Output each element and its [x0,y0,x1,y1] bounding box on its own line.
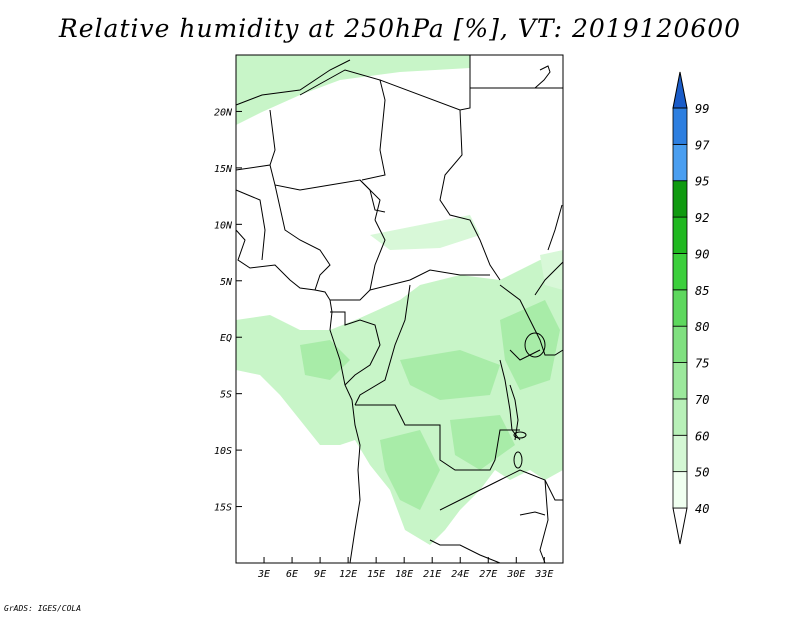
humidity-region-north [236,55,470,125]
lat-tick-label: 10S [214,446,232,457]
colorbar-segment [672,471,688,509]
map-frame [235,54,564,564]
lat-tick-label: 20N [214,107,233,118]
humidity-patch [540,250,563,290]
country-borders [235,55,564,564]
colorbar-label: 90 [695,247,709,261]
lon-tick-label: 30E [506,569,525,580]
lon-tick-label: 6E [286,569,298,580]
colorbar-label: 99 [695,102,709,116]
colorbar-segment [672,180,688,218]
lat-tick-label: 10N [214,220,233,231]
latitude-ticks: 20N 15N 10N 5N EQ 5S 10S 15S [214,107,242,514]
lat-tick-label: 15N [214,164,233,175]
grads-credit: GrADS: IGES/COLA [4,604,82,613]
lon-tick-label: 27E [479,569,497,580]
lat-tick-label: 15S [214,503,232,514]
map-title: Relative humidity at 250hPa [%], VT: 201… [58,14,742,43]
colorbar-segment [672,325,688,363]
colorbar-segment [672,216,688,254]
lon-tick-label: 3E [257,569,270,580]
colorbar: 40 50 60 70 75 80 85 90 92 95 97 99 [672,71,710,545]
colorbar-label: 80 [695,320,709,334]
humidity-patch [500,300,560,390]
colorbar-label: 75 [695,357,709,371]
colorbar-low-triangle [672,507,688,545]
colorbar-label: 60 [695,429,709,443]
lon-tick-label: 15E [367,569,385,580]
humidity-patch [300,340,350,380]
colorbar-segment [672,362,688,400]
lat-tick-label: 5S [220,390,232,401]
colorbar-label: 95 [695,175,709,189]
lon-tick-label: 33E [534,569,553,580]
colorbar-segment [672,143,688,182]
humidity-patch [370,215,480,250]
lat-tick-label: EQ [220,333,232,344]
colorbar-label: 85 [695,284,709,298]
humidity-patch [400,350,500,400]
colorbar-segment [672,289,688,327]
colorbar-label: 50 [695,466,709,480]
colorbar-label: 97 [695,138,710,152]
colorbar-segment [672,107,688,145]
colorbar-label: 70 [695,393,709,407]
lon-tick-label: 24E [451,569,469,580]
lat-tick-label: 5N [220,277,233,288]
longitude-ticks: 3E 6E 9E 12E 15E 18E 21E 24E 27E 30E 33E [257,557,553,580]
colorbar-segment [672,434,688,473]
humidity-region-equatorial [236,260,563,545]
colorbar-label: 92 [695,211,709,225]
lon-tick-label: 18E [395,569,413,580]
lake-outlines [509,332,546,516]
colorbar-segment [672,398,688,436]
humidity-shading [236,55,563,545]
humidity-patch [450,415,515,470]
lon-tick-label: 9E [314,569,326,580]
lon-tick-label: 12E [339,569,357,580]
colorbar-segment [672,253,688,291]
humidity-patch [380,430,440,510]
lon-tick-label: 21E [423,569,441,580]
colorbar-high-triangle [672,71,688,109]
colorbar-label: 40 [695,502,709,516]
